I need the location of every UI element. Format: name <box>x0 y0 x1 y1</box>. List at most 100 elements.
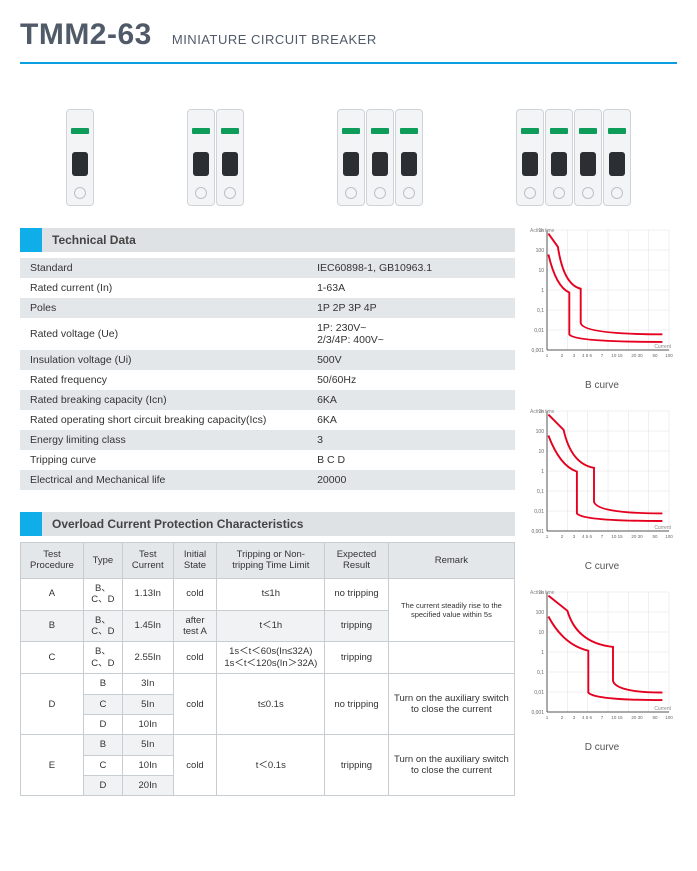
cell: 10In <box>122 714 173 734</box>
section-header-overload: Overload Current Protection Characterist… <box>20 512 515 536</box>
column-header: Test Procedure <box>21 543 84 579</box>
table-row: EB5Incoldt＜0.1strippingTurn on the auxil… <box>21 735 515 755</box>
svg-text:0,01: 0,01 <box>534 690 544 696</box>
curve-title: D curve <box>527 742 677 753</box>
column-header: Tripping or Non-tripping Time Limit <box>217 543 325 579</box>
svg-text:10 15: 10 15 <box>611 715 623 720</box>
cell: D <box>83 714 122 734</box>
svg-text:100: 100 <box>536 429 545 435</box>
table-row: DB3Incoldt≤0.1sno trippingTurn on the au… <box>21 674 515 694</box>
spec-label: Standard <box>20 258 307 278</box>
breaker-1p <box>66 109 95 206</box>
cell: D <box>21 674 84 735</box>
cell: no tripping <box>325 674 389 735</box>
spec-value: 1P: 230V~ 2/3/4P: 400V~ <box>307 318 515 350</box>
cell: 1.13In <box>122 578 173 610</box>
section-title-overload: Overload Current Protection Characterist… <box>42 512 515 536</box>
spec-label: Rated frequency <box>20 370 307 390</box>
cell: C <box>21 642 84 674</box>
cell: 1s＜t＜60s(In≤32A) 1s＜t＜120s(In＞32A) <box>217 642 325 674</box>
cell: B、C、D <box>83 578 122 610</box>
cell: B <box>83 735 122 755</box>
svg-text:0,1: 0,1 <box>537 308 544 314</box>
spec-value: B C D <box>307 450 515 470</box>
spec-label: Tripping curve <box>20 450 307 470</box>
cell: 1.45In <box>122 610 173 642</box>
spec-value: 1-63A <box>307 278 515 298</box>
spec-value: 20000 <box>307 470 515 490</box>
product-model: TMM2-63 <box>20 18 152 52</box>
svg-text:0,001: 0,001 <box>531 529 544 535</box>
cell: D <box>83 776 122 796</box>
svg-text:0,01: 0,01 <box>534 328 544 334</box>
tech-data-table: StandardIEC60898-1, GB10963.1Rated curre… <box>20 258 515 490</box>
svg-text:100: 100 <box>665 353 673 358</box>
section-square-icon <box>20 512 42 536</box>
spec-value: 6KA <box>307 390 515 410</box>
cell: E <box>21 735 84 796</box>
cell: B <box>21 610 84 642</box>
cell: cold <box>173 674 217 735</box>
svg-text:Active time: Active time <box>530 409 555 415</box>
svg-text:Current: Current <box>654 706 671 712</box>
cell: C <box>83 755 122 775</box>
cell: t≤0.1s <box>217 674 325 735</box>
svg-text:Active time: Active time <box>530 590 555 596</box>
section-title-tech: Technical Data <box>42 228 515 252</box>
svg-text:10 15: 10 15 <box>611 353 623 358</box>
cell: after test A <box>173 610 217 642</box>
spec-label: Energy limiting class <box>20 430 307 450</box>
cell: cold <box>173 578 217 610</box>
cell: 2.55In <box>122 642 173 674</box>
svg-text:1: 1 <box>541 288 544 294</box>
spec-value: 3 <box>307 430 515 450</box>
spec-label: Insulation voltage (Ui) <box>20 350 307 370</box>
table-row: Rated operating short circuit breaking c… <box>20 410 515 430</box>
svg-text:0,001: 0,001 <box>531 348 544 354</box>
cell: A <box>21 578 84 610</box>
table-row: Rated voltage (Ue)1P: 230V~ 2/3/4P: 400V… <box>20 318 515 350</box>
table-row: StandardIEC60898-1, GB10963.1 <box>20 258 515 278</box>
curve-chart: 1h1001010,10,010,0011234 5 6710 1520 305… <box>527 586 675 736</box>
table-row: Electrical and Mechanical life20000 <box>20 470 515 490</box>
cell: 5In <box>122 694 173 714</box>
cell <box>388 642 514 674</box>
svg-text:10: 10 <box>538 268 544 274</box>
overload-table: Test ProcedureTypeTest CurrentInitial St… <box>20 542 515 796</box>
cell: t＜1h <box>217 610 325 642</box>
svg-text:10: 10 <box>538 630 544 636</box>
svg-text:20 30: 20 30 <box>631 715 643 720</box>
svg-text:100: 100 <box>536 248 545 254</box>
cell: The current steadily rise to the specifi… <box>388 578 514 642</box>
spec-value: 1P 2P 3P 4P <box>307 298 515 318</box>
svg-text:0,001: 0,001 <box>531 710 544 716</box>
svg-text:100: 100 <box>665 534 673 539</box>
svg-text:50: 50 <box>652 534 658 539</box>
table-row: AB、C、D1.13Incoldt≤1hno trippingThe curre… <box>21 578 515 610</box>
svg-text:4 5 6: 4 5 6 <box>582 353 593 358</box>
svg-text:0,1: 0,1 <box>537 489 544 495</box>
table-row: CB、C、D2.55Incold1s＜t＜60s(In≤32A) 1s＜t＜12… <box>21 642 515 674</box>
table-row: Rated current (In)1-63A <box>20 278 515 298</box>
table-row: Poles1P 2P 3P 4P <box>20 298 515 318</box>
spec-value: 50/60Hz <box>307 370 515 390</box>
cell: 3In <box>122 674 173 694</box>
cell: tripping <box>325 735 389 796</box>
product-subtitle: MINIATURE CIRCUIT BREAKER <box>172 32 377 47</box>
cell: B、C、D <box>83 642 122 674</box>
table-row: Energy limiting class3 <box>20 430 515 450</box>
svg-text:20 30: 20 30 <box>631 353 643 358</box>
header-divider <box>20 62 677 64</box>
svg-text:50: 50 <box>652 353 658 358</box>
table-row: Insulation voltage (Ui)500V <box>20 350 515 370</box>
curve-chart: 1h1001010,10,010,0011234 5 6710 1520 305… <box>527 405 675 555</box>
svg-text:Current: Current <box>654 344 671 350</box>
spec-label: Poles <box>20 298 307 318</box>
spec-label: Rated voltage (Ue) <box>20 318 307 350</box>
cell: tripping <box>325 642 389 674</box>
curve-chart: 1h1001010,10,010,0011234 5 6710 1520 305… <box>527 224 675 374</box>
svg-text:100: 100 <box>536 610 545 616</box>
table-row: Rated frequency50/60Hz <box>20 370 515 390</box>
section-header-tech: Technical Data <box>20 228 515 252</box>
spec-value: 500V <box>307 350 515 370</box>
